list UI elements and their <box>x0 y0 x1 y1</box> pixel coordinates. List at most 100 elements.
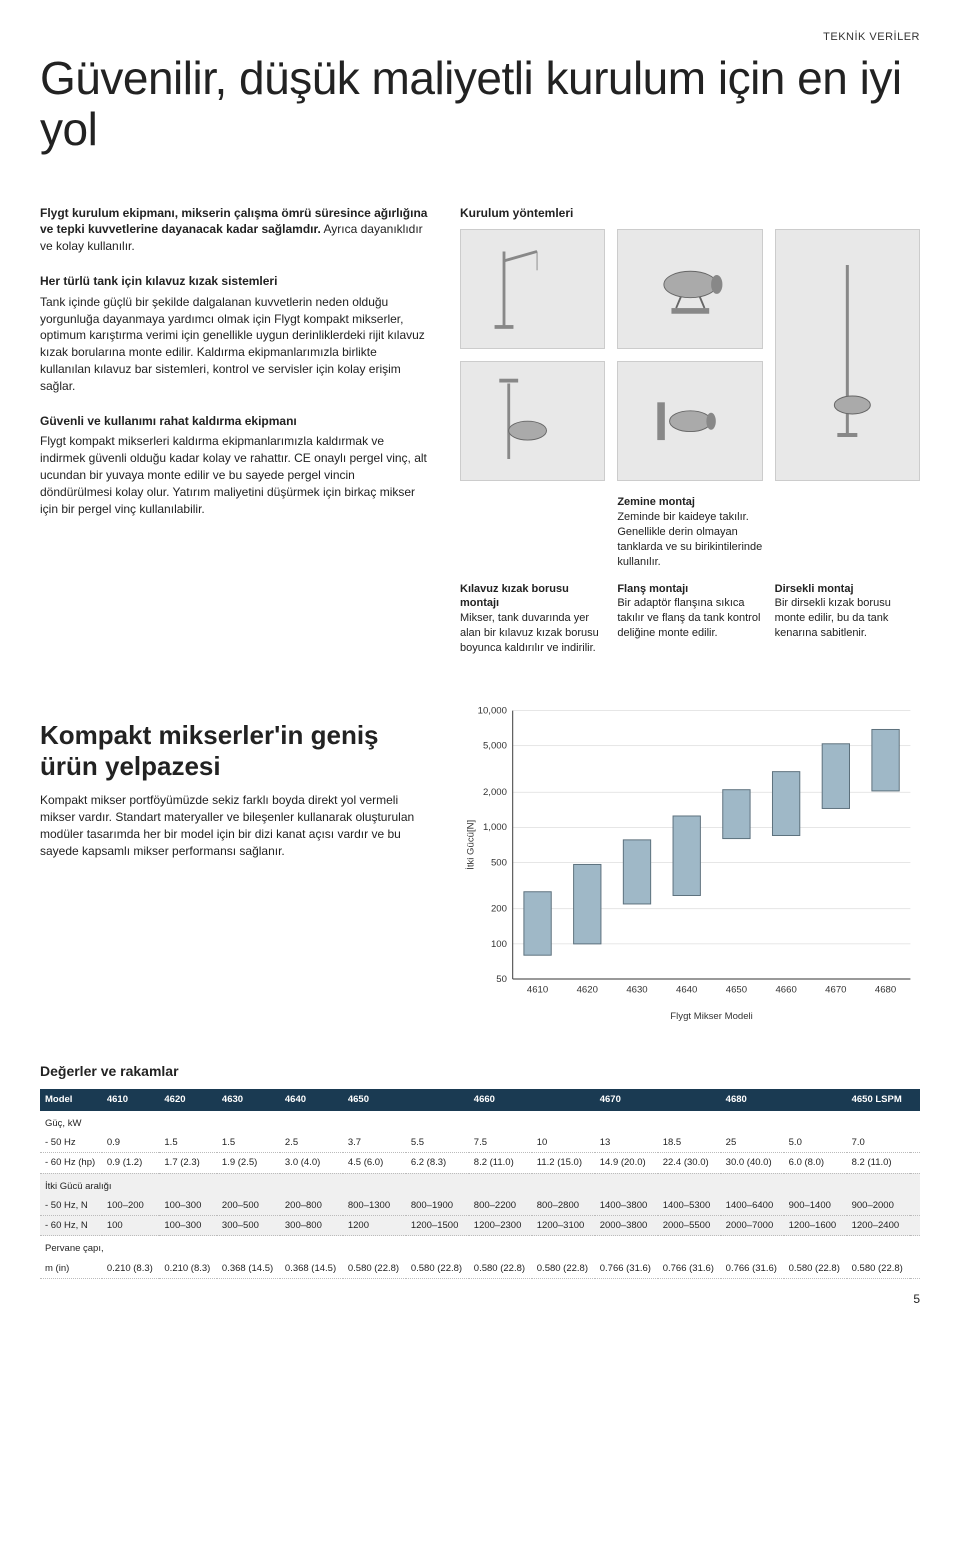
table-header-cell: 4610 <box>102 1089 160 1110</box>
table-cell: 100 <box>102 1216 160 1236</box>
right-column: Kurulum yöntemleri Zemine montajZeminde … <box>460 205 920 670</box>
sub-heading: Kompakt mikserler'in geniş ürün yelpazes… <box>40 720 430 782</box>
page-title: Güvenilir, düşük maliyetli kurulum için … <box>40 53 920 154</box>
table-section-row: Pervane çapı, <box>40 1236 920 1259</box>
table-cell: 0.210 (8.3) <box>159 1259 217 1279</box>
table-cell: 2.5 <box>280 1133 343 1153</box>
table-row-label: - 50 Hz <box>40 1133 102 1153</box>
svg-text:İtki Gücü[N]: İtki Gücü[N] <box>465 820 476 870</box>
table-cell: 2000–7000 <box>721 1216 784 1236</box>
main-two-column: Flygt kurulum ekipmanı, mikserin çalışma… <box>40 205 920 670</box>
block2-body: Flygt kompakt mikserleri kaldırma ekipma… <box>40 434 427 515</box>
svg-text:4660: 4660 <box>775 984 796 995</box>
table-cell: 7.5 <box>469 1133 532 1153</box>
table-header-cell: 4680 <box>721 1089 784 1110</box>
table-header-cell: 4660 <box>469 1089 532 1110</box>
table-cell: 1200–2400 <box>847 1216 910 1236</box>
table-cell: 800–2800 <box>532 1196 595 1216</box>
method-caption-title: Dirsekli montaj <box>775 582 920 597</box>
header-tag: TEKNİK VERİLER <box>40 30 920 45</box>
table-cell: 100–200 <box>102 1196 160 1216</box>
table-row-label: - 50 Hz, N <box>40 1196 102 1216</box>
table-cell <box>910 1216 920 1236</box>
table-cell: 0.580 (22.8) <box>343 1259 406 1279</box>
svg-text:4650: 4650 <box>726 984 747 995</box>
table-header-cell: 4640 <box>280 1089 343 1110</box>
svg-text:4640: 4640 <box>676 984 697 995</box>
methods-heading: Kurulum yöntemleri <box>460 205 920 222</box>
table-section-label: İtki Gücü aralığı <box>40 1173 920 1196</box>
block2: Güvenli ve kullanımı rahat kaldırma ekip… <box>40 413 430 518</box>
table-cell: 13 <box>595 1133 658 1153</box>
method-caption-1: Zemine montajZeminde bir kaideye takılır… <box>617 495 762 569</box>
methods-text-row: Zemine montajZeminde bir kaideye takılır… <box>460 495 920 655</box>
table-cell: 0.368 (14.5) <box>280 1259 343 1279</box>
method-image-3 <box>775 229 920 481</box>
table-header-cell: Model <box>40 1089 102 1110</box>
table-cell: 2000–3800 <box>595 1216 658 1236</box>
method-caption-2 <box>775 495 920 569</box>
method-image-2 <box>617 229 762 349</box>
table-cell: 1.9 (2.5) <box>217 1153 280 1173</box>
block1-title: Her türlü tank için kılavuz kızak sistem… <box>40 273 430 290</box>
table-header-cell <box>406 1089 469 1110</box>
table-cell: 100–300 <box>159 1216 217 1236</box>
table-cell: 14.9 (20.0) <box>595 1153 658 1173</box>
table-cell: 7.0 <box>847 1133 910 1153</box>
table-row-label: m (in) <box>40 1259 102 1279</box>
table-section-row: İtki Gücü aralığı <box>40 1173 920 1196</box>
method-image-4 <box>460 361 605 481</box>
svg-text:100: 100 <box>491 939 507 950</box>
table-cell: 900–1400 <box>784 1196 847 1216</box>
chart-svg: 501002005001,0002,0005,00010,000İtki Güc… <box>460 694 920 1034</box>
table-row: m (in)0.210 (8.3)0.210 (8.3)0.368 (14.5)… <box>40 1259 920 1279</box>
table-cell: 18.5 <box>658 1133 721 1153</box>
method-caption-5: Dirsekli montajBir dirsekli kızak borusu… <box>775 582 920 656</box>
table-cell: 1400–6400 <box>721 1196 784 1216</box>
table-row: - 60 Hz, N100100–300300–500300–800120012… <box>40 1216 920 1236</box>
values-heading: Değerler ve rakamlar <box>40 1062 920 1082</box>
table-cell: 0.766 (31.6) <box>595 1259 658 1279</box>
table-cell: 1400–3800 <box>595 1196 658 1216</box>
table-cell: 11.2 (15.0) <box>532 1153 595 1173</box>
table-cell: 0.766 (31.6) <box>721 1259 784 1279</box>
data-table: Model46104620463046404650466046704680465… <box>40 1089 920 1279</box>
method-caption-3: Kılavuz kızak borusu montajıMikser, tank… <box>460 582 605 656</box>
table-row: - 60 Hz (hp)0.9 (1.2)1.7 (2.3)1.9 (2.5)3… <box>40 1153 920 1173</box>
table-row-label: - 60 Hz (hp) <box>40 1153 102 1173</box>
table-cell: 900–2000 <box>847 1196 910 1216</box>
table-header-cell: 4650 LSPM <box>847 1089 910 1110</box>
table-cell: 1200–3100 <box>532 1216 595 1236</box>
chart-section: Kompakt mikserler'in geniş ürün yelpazes… <box>40 694 920 1034</box>
method-caption-title: Zemine montaj <box>617 495 762 510</box>
svg-text:10,000: 10,000 <box>478 705 507 716</box>
table-cell: 0.580 (22.8) <box>406 1259 469 1279</box>
block1-body: Tank içinde güçlü bir şekilde dalgalanan… <box>40 295 425 393</box>
table-cell: 22.4 (30.0) <box>658 1153 721 1173</box>
method-caption-4: Flanş montajıBir adaptör flanşına sıkıca… <box>617 582 762 656</box>
svg-text:500: 500 <box>491 857 507 868</box>
svg-text:4680: 4680 <box>875 984 896 995</box>
table-cell: 2000–5500 <box>658 1216 721 1236</box>
table-cell: 5.5 <box>406 1133 469 1153</box>
table-cell: 1.5 <box>217 1133 280 1153</box>
page-number: 5 <box>40 1291 920 1308</box>
table-cell: 1200–2300 <box>469 1216 532 1236</box>
chart-left: Kompakt mikserler'in geniş ürün yelpazes… <box>40 694 430 1034</box>
method-caption-title: Kılavuz kızak borusu montajı <box>460 582 605 612</box>
svg-text:1,000: 1,000 <box>483 822 507 833</box>
table-cell: 800–2200 <box>469 1196 532 1216</box>
method-caption-0 <box>460 495 605 569</box>
table-cell: 0.9 <box>102 1133 160 1153</box>
table-cell <box>910 1153 920 1173</box>
table-cell <box>910 1196 920 1216</box>
svg-text:4630: 4630 <box>626 984 647 995</box>
table-section-label: Pervane çapı, <box>40 1236 920 1259</box>
sub-body: Kompakt mikser portföyümüzde sekiz farkl… <box>40 792 430 859</box>
method-caption-body: Zeminde bir kaideye takılır. Genellikle … <box>617 511 762 568</box>
chart-right: 501002005001,0002,0005,00010,000İtki Güc… <box>460 694 920 1034</box>
table-cell: 1.7 (2.3) <box>159 1153 217 1173</box>
table-cell <box>910 1259 920 1279</box>
table-cell: 8.2 (11.0) <box>469 1153 532 1173</box>
table-cell: 0.766 (31.6) <box>658 1259 721 1279</box>
